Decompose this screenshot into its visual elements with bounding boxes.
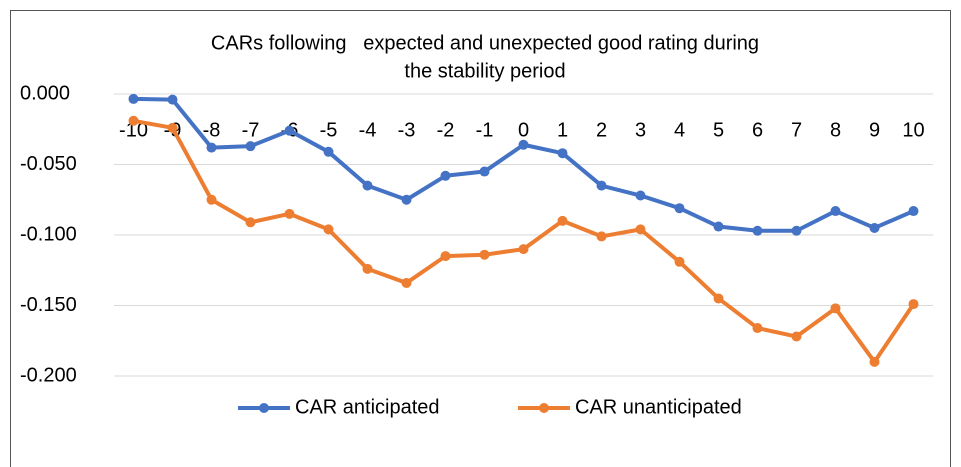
data-point: [167, 94, 178, 105]
x-tick-label: -10: [119, 119, 148, 141]
y-tick-label: -0.150: [20, 294, 77, 316]
data-point: [401, 277, 412, 288]
data-point: [557, 215, 568, 226]
data-point: [206, 194, 217, 205]
data-point: [596, 180, 607, 191]
data-point: [518, 244, 529, 255]
x-tick-label: 2: [596, 119, 607, 141]
y-tick-label: -0.100: [20, 223, 77, 245]
data-point: [284, 208, 295, 219]
data-point: [323, 224, 334, 235]
x-tick-label: 8: [830, 119, 841, 141]
data-point: [518, 139, 529, 150]
data-point: [557, 148, 568, 159]
data-point: [908, 299, 919, 310]
data-point: [869, 356, 880, 367]
data-point: [284, 125, 295, 136]
data-point: [206, 142, 217, 153]
data-point: [440, 170, 451, 181]
x-tick-label: -4: [359, 119, 377, 141]
legend-marker: [259, 403, 269, 413]
x-tick-label: -1: [476, 119, 494, 141]
data-point: [869, 222, 880, 233]
y-tick-label: -0.050: [20, 153, 77, 175]
x-tick-label: 1: [557, 119, 568, 141]
data-point: [596, 231, 607, 242]
x-tick-label: 5: [713, 119, 724, 141]
data-point: [128, 115, 139, 126]
data-point: [908, 206, 919, 217]
x-tick-label: -8: [203, 119, 221, 141]
data-point: [479, 249, 490, 260]
x-tick-label: -3: [398, 119, 416, 141]
data-point: [440, 251, 451, 262]
data-point: [791, 331, 802, 342]
x-tick-label: 9: [869, 119, 880, 141]
data-point: [245, 217, 256, 228]
legend-marker: [539, 403, 549, 413]
x-tick-label: -5: [320, 119, 338, 141]
x-tick-label: 0: [518, 119, 529, 141]
data-point: [713, 293, 724, 304]
legend-label: CAR unanticipated: [575, 396, 742, 418]
data-point: [752, 225, 763, 236]
data-point: [635, 190, 646, 201]
data-point: [674, 203, 685, 214]
data-point: [401, 194, 412, 205]
chart-title: CARs following expected and unexpected g…: [211, 32, 759, 54]
data-point: [713, 221, 724, 232]
data-point: [791, 225, 802, 236]
data-point: [167, 122, 178, 133]
x-tick-label: 10: [902, 119, 924, 141]
y-tick-label: 0.000: [20, 82, 70, 104]
data-point: [752, 323, 763, 334]
x-tick-label: 7: [791, 119, 802, 141]
data-point: [674, 256, 685, 267]
x-tick-label: 4: [674, 119, 685, 141]
x-tick-label: -7: [242, 119, 260, 141]
data-point: [479, 166, 490, 177]
chart-title: the stability period: [404, 60, 565, 82]
data-point: [323, 146, 334, 157]
data-point: [245, 141, 256, 152]
data-point: [635, 224, 646, 235]
data-point: [830, 206, 841, 217]
legend-label: CAR anticipated: [295, 396, 440, 418]
chart-border: [10, 10, 951, 467]
x-tick-label: 6: [752, 119, 763, 141]
data-point: [362, 263, 373, 274]
data-point: [362, 180, 373, 191]
data-point: [128, 93, 139, 104]
x-tick-label: -2: [437, 119, 455, 141]
y-tick-label: -0.200: [20, 364, 77, 386]
x-tick-label: 3: [635, 119, 646, 141]
data-point: [830, 303, 841, 314]
